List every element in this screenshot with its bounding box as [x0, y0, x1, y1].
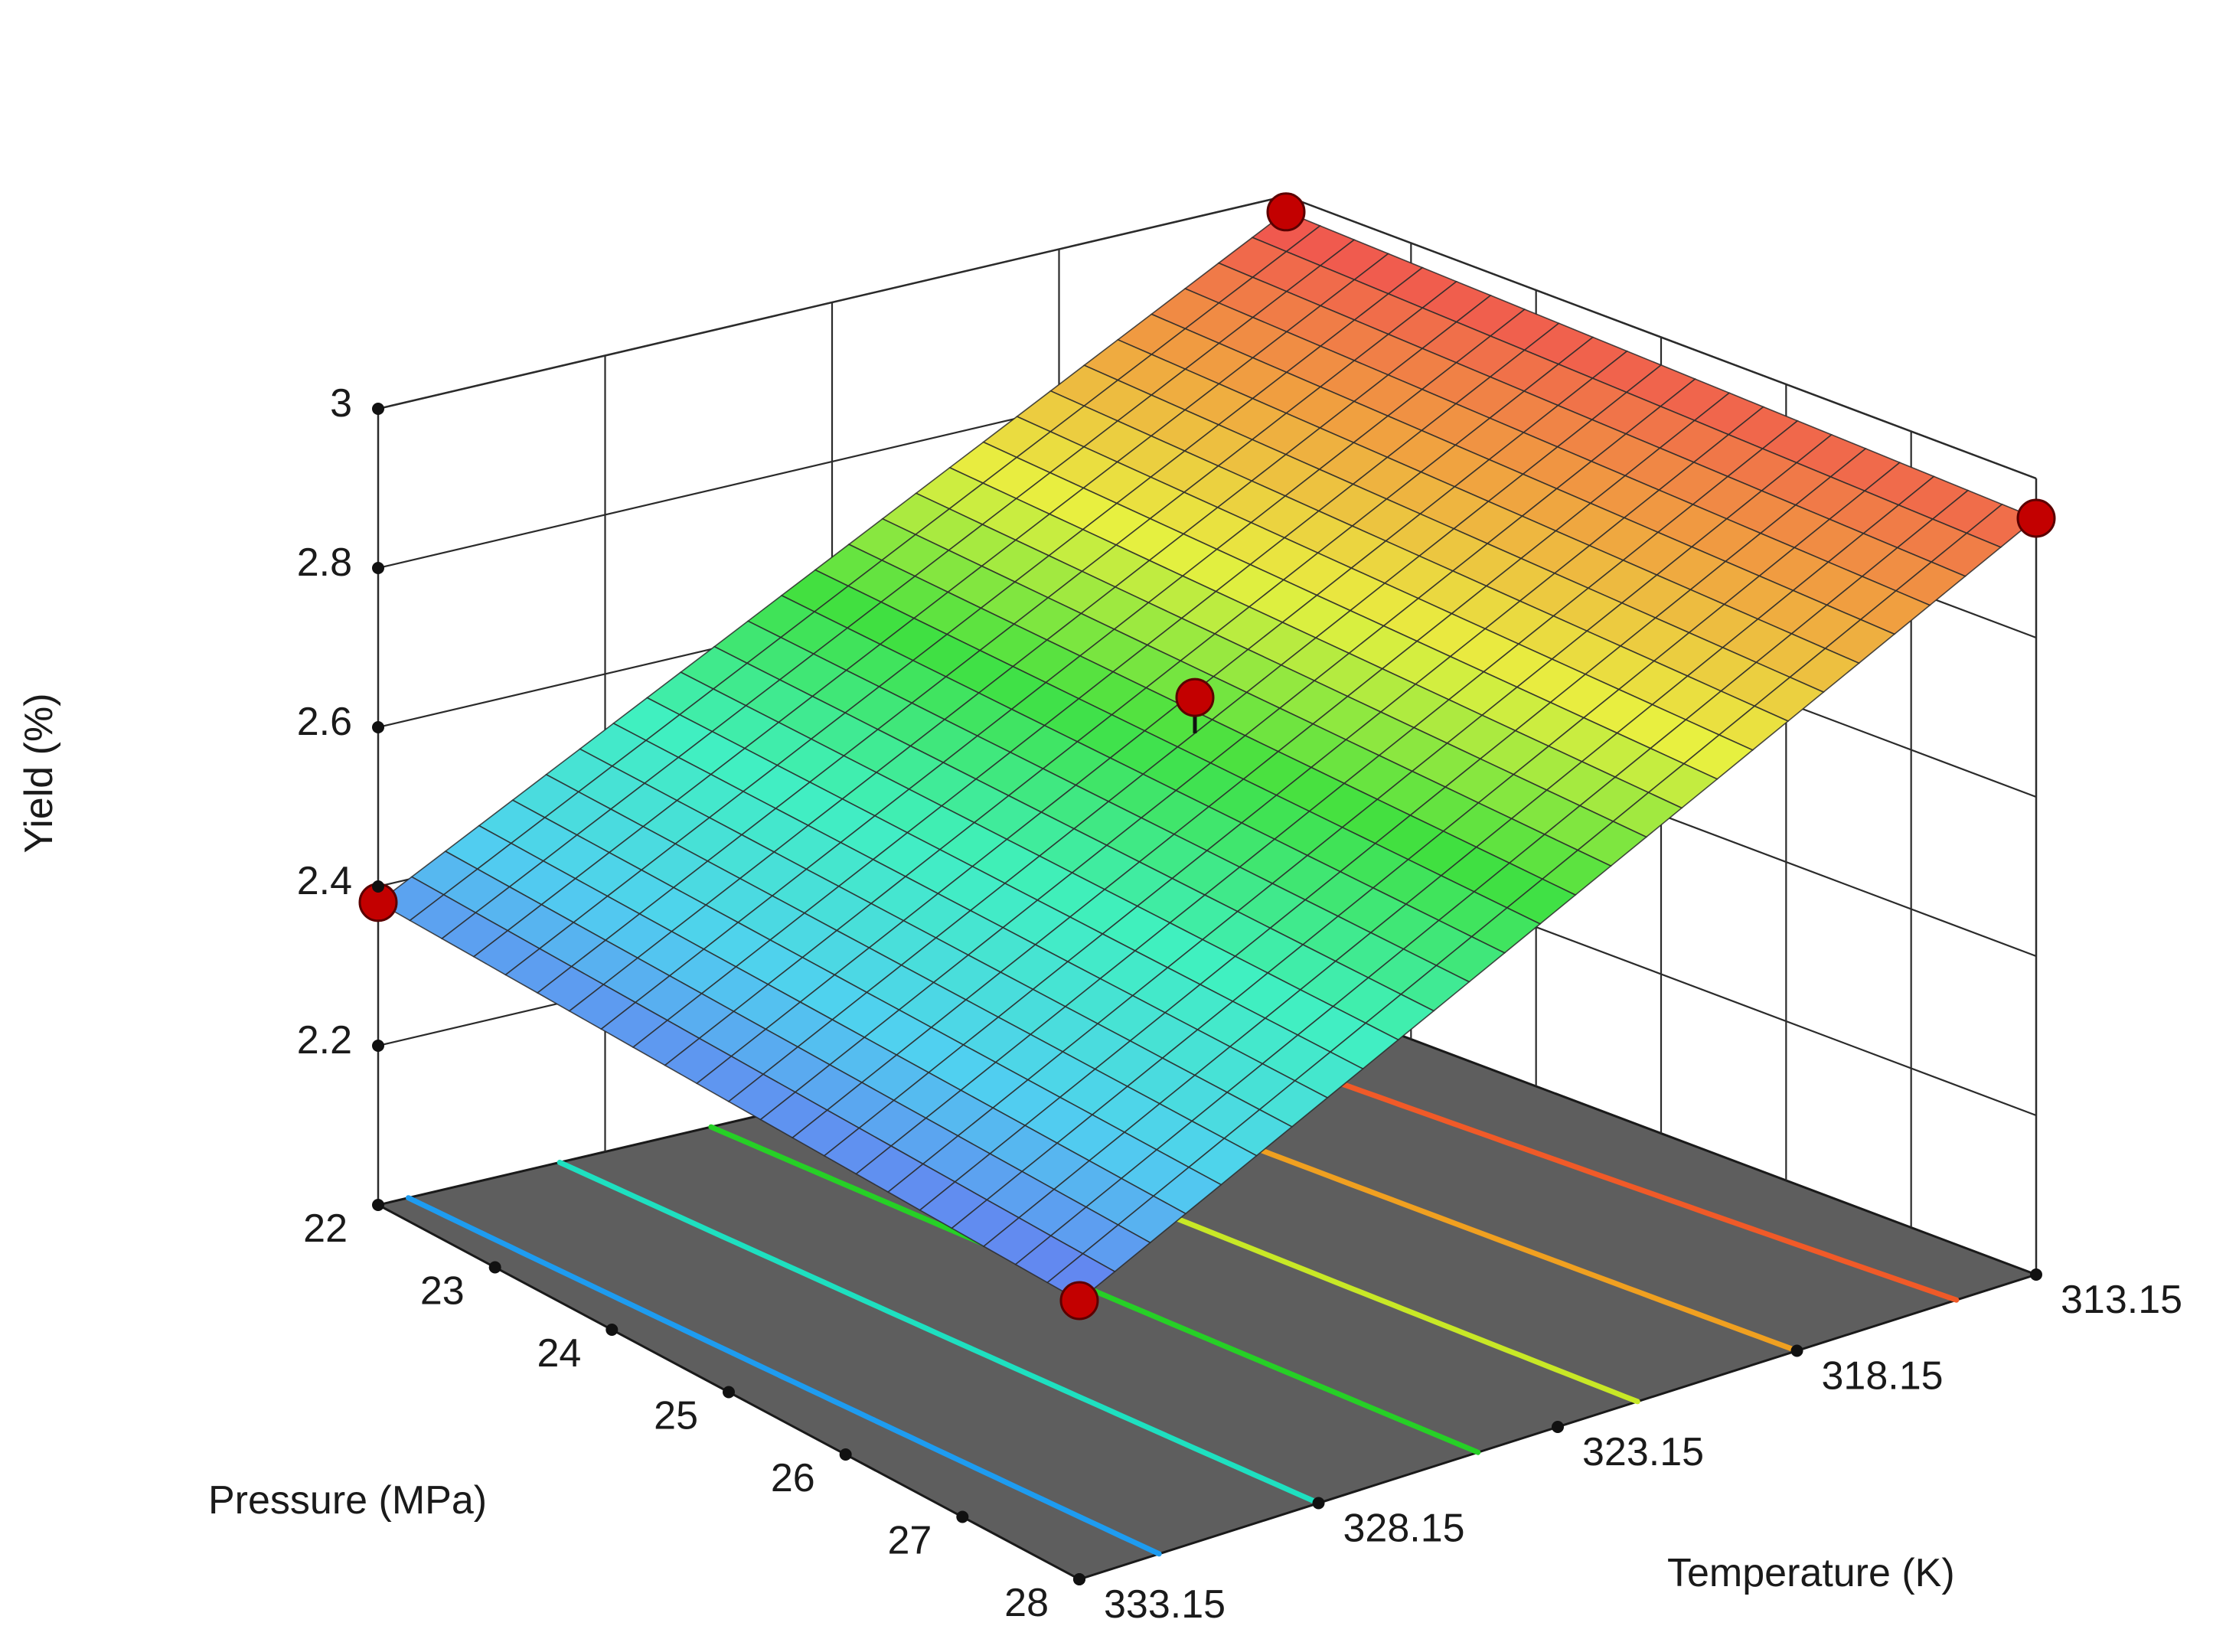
x-axis-title: Pressure (MPa) [208, 1478, 487, 1523]
x-tick-label: 26 [771, 1456, 815, 1500]
x-tick-label: 23 [420, 1269, 465, 1314]
y-tick-label: 323.15 [1582, 1430, 1704, 1474]
z-tick-label: 2.8 [297, 540, 352, 585]
contour-line [406, 1195, 1162, 1557]
z-tick-label: 3 [330, 381, 352, 426]
design-points-group [358, 192, 2056, 1321]
y-tick-label: 313.15 [2061, 1278, 2182, 1322]
y-tick-mark [1552, 1421, 1564, 1433]
design-point [2016, 498, 2056, 538]
design-point [1175, 677, 1215, 717]
x-tick-label: 24 [537, 1331, 581, 1376]
x-tick-label: 27 [887, 1519, 932, 1563]
surface-group [377, 211, 2038, 1301]
y-tick-label: 333.15 [1104, 1582, 1226, 1627]
y-tick-mark [1312, 1497, 1325, 1510]
y-axis-title: Temperature (K) [1667, 1551, 1955, 1595]
x-tick-label: 28 [1004, 1581, 1049, 1625]
x-tick-mark [605, 1324, 619, 1336]
z-axis-title: Yield (%) [17, 693, 61, 853]
z-tick-label: 2.2 [297, 1018, 352, 1063]
z-tick-mark [372, 721, 384, 733]
x-tick-mark [956, 1510, 969, 1523]
z-tick-mark [372, 880, 384, 893]
axis-labels-group: Yield (%) Pressure (MPa) Temperature (K) [17, 693, 1955, 1595]
z-tick-label: 2.6 [297, 700, 352, 744]
design-point [1059, 1281, 1099, 1321]
x-tick-label: 25 [654, 1394, 698, 1438]
z-tick-mark [372, 562, 384, 574]
y-tick-label: 318.15 [1822, 1354, 1944, 1399]
z-tick-label: 2.4 [297, 859, 352, 903]
y-tick-mark [1790, 1344, 1803, 1357]
x-tick-mark [723, 1386, 735, 1399]
tick-marks-group: 22232425262728313.15318.15323.15328.1533… [297, 381, 2182, 1627]
y-tick-mark [2030, 1268, 2042, 1281]
contour-line [556, 1159, 1321, 1506]
z-tick-mark [372, 1040, 384, 1052]
design-point [1266, 192, 1306, 232]
y-tick-mark [1073, 1573, 1085, 1585]
x-tick-mark [372, 1199, 384, 1211]
x-tick-mark [839, 1448, 852, 1461]
x-tick-mark [488, 1261, 501, 1274]
x-tick-label: 22 [303, 1206, 348, 1251]
y-tick-label: 328.15 [1343, 1507, 1465, 1551]
z-tick-mark [372, 403, 384, 415]
